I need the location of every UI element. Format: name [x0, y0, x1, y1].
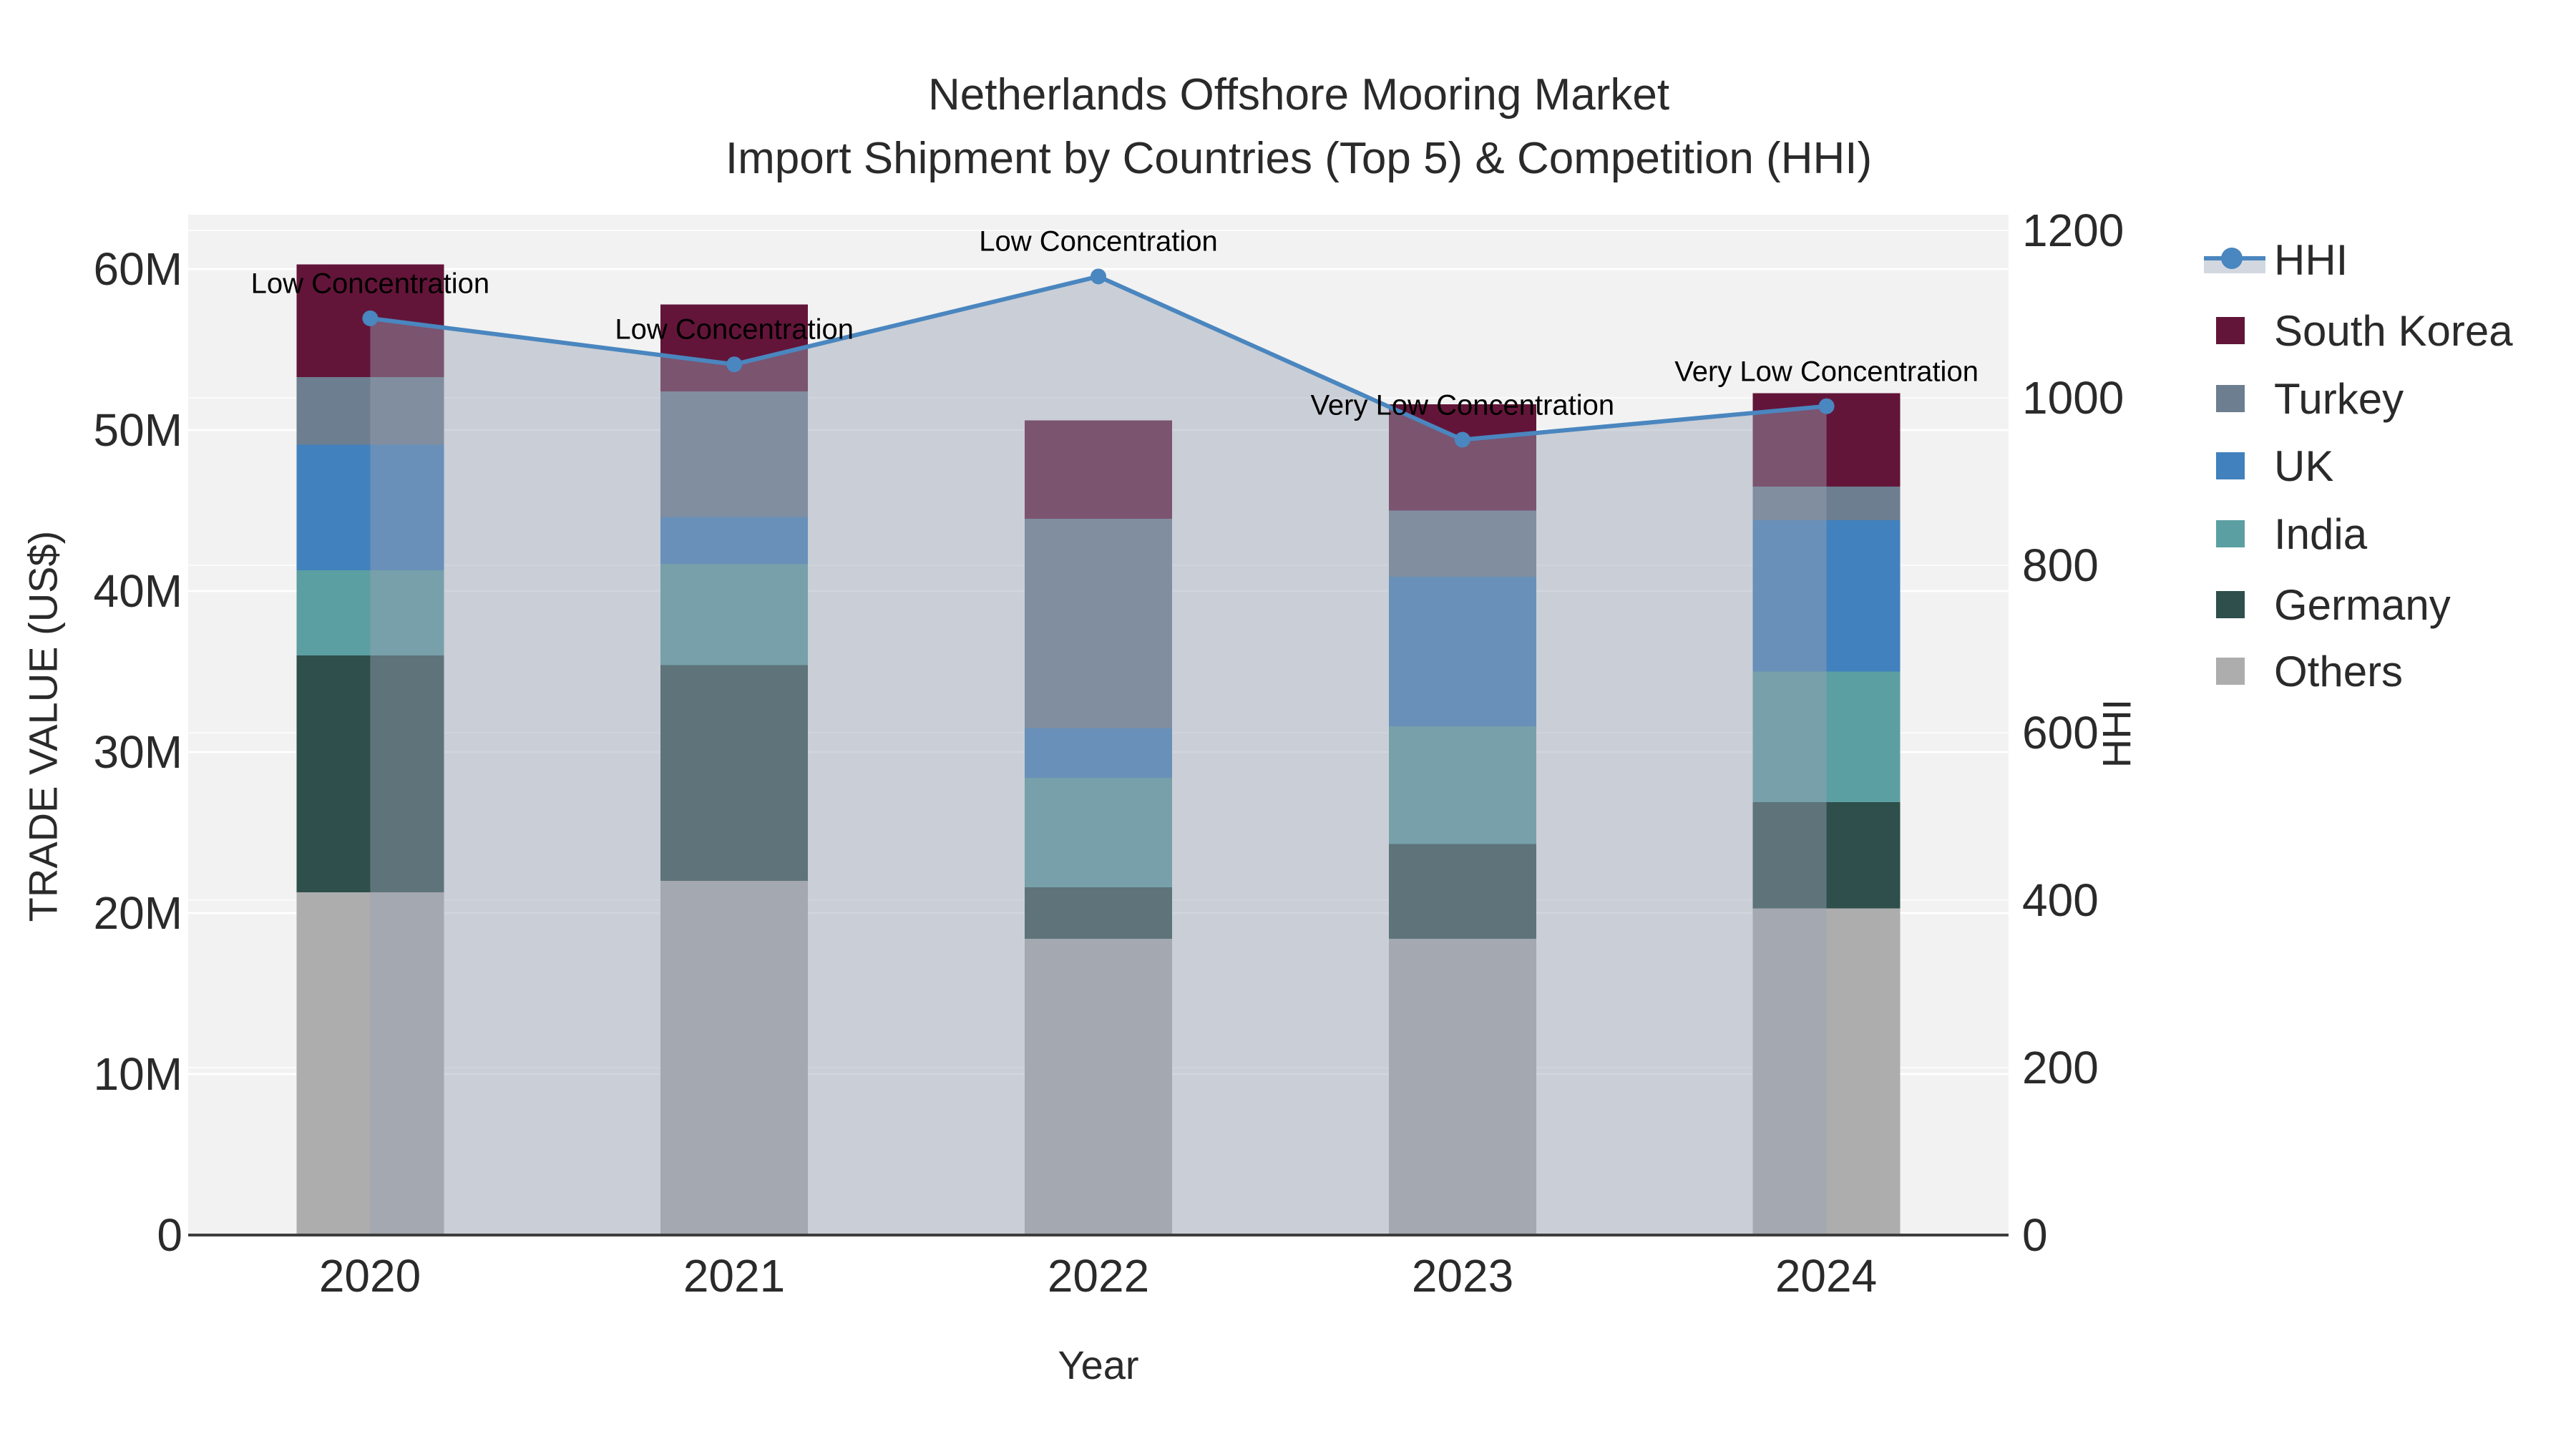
right-axis-tick-1000: 1000 [2022, 372, 2124, 424]
x-axis-title: Year [1058, 1342, 1139, 1387]
india-swatch-icon [2216, 520, 2245, 547]
legend-item-south-korea[interactable]: South Korea [2204, 307, 2513, 355]
x-axis-tick-2021: 2021 [683, 1250, 786, 1302]
annotation-2020: Low Concentration [250, 268, 490, 300]
bar-segment-2023-germany [1388, 844, 1536, 939]
bar-segment-2022-uk [1025, 728, 1172, 778]
bar-segment-2024-others [1752, 908, 1901, 1235]
bar-segment-2020-turkey [296, 376, 444, 445]
left-axis-tick-20m: 20M [93, 887, 183, 939]
legend-label-india: India [2274, 509, 2368, 558]
bar-segment-2022-turkey [1025, 518, 1172, 728]
bar-segment-2023-uk [1388, 576, 1536, 726]
x-axis-tick-2024: 2024 [1775, 1250, 1878, 1302]
annotation-2021: Low Concentration [615, 313, 854, 346]
bar-segment-2021-south-korea [660, 304, 809, 391]
left-axis-tick-0: 0 [157, 1209, 182, 1261]
bar-segment-2021-germany [660, 665, 809, 881]
legend-item-uk[interactable]: UK [2204, 442, 2333, 490]
annotation-2023: Very Low Concentration [1310, 389, 1615, 421]
bar-segment-2021-others [660, 881, 809, 1235]
x-axis-tick-2022: 2022 [1047, 1250, 1150, 1302]
left-axis-tick-60m: 60M [93, 243, 183, 295]
uk-swatch-icon [2216, 452, 2245, 479]
legend-label-turkey: Turkey [2274, 374, 2404, 423]
annotation-2022: Low Concentration [979, 225, 1218, 258]
bar-segment-2024-uk [1752, 520, 1901, 672]
chart-title-line2: Import Shipment by Countries (Top 5) & C… [725, 134, 1873, 183]
bar-segment-2023-india [1388, 726, 1536, 844]
left-axis-tick-10m: 10M [93, 1048, 183, 1100]
bar-segment-2022-south-korea [1025, 420, 1172, 519]
chart-title-line1: Netherlands Offshore Mooring Market [927, 70, 1670, 119]
legend-label-uk: UK [2274, 441, 2334, 490]
hhi-point-2020 [362, 310, 379, 326]
turkey-swatch-icon [2216, 385, 2245, 412]
bar-segment-2023-south-korea [1388, 404, 1536, 511]
right-axis-tick-800: 800 [2022, 540, 2099, 591]
hhi-point-2021 [726, 356, 743, 373]
left-axis-tick-50m: 50M [93, 404, 183, 456]
bar-segment-2021-india [660, 563, 809, 665]
bar-segment-2024-india [1752, 671, 1901, 802]
hhi-marker-dot [2221, 248, 2243, 269]
hhi-point-2022 [1091, 268, 1106, 285]
right-axis-title: HHI [2094, 698, 2140, 769]
legend-item-india[interactable]: India [2204, 510, 2367, 558]
bar-segment-2020-germany [296, 655, 444, 892]
bar-segment-2020-others [296, 892, 444, 1235]
bar-segment-2024-germany [1752, 801, 1901, 909]
bar-segment-2022-others [1025, 939, 1172, 1235]
germany-swatch-icon [2216, 591, 2245, 618]
bar-segment-2020-india [296, 570, 444, 655]
legend-item-germany[interactable]: Germany [2204, 581, 2451, 629]
hhi-line-swatch-icon [2204, 243, 2274, 276]
bar-segment-2023-others [1388, 939, 1536, 1235]
bar-segment-2022-india [1025, 778, 1172, 887]
others-swatch-icon [2216, 658, 2245, 685]
annotation-2024: Very Low Concentration [1674, 356, 1979, 388]
bar-segment-2024-turkey [1752, 486, 1901, 520]
right-axis-tick-0: 0 [2022, 1209, 2048, 1261]
legend-item-others[interactable]: Others [2204, 647, 2404, 696]
right-axis-tick-200: 200 [2022, 1042, 2099, 1093]
bar-segment-2021-uk [660, 517, 809, 564]
legend-label-others: Others [2274, 647, 2404, 696]
legend-item-turkey[interactable]: Turkey [2204, 375, 2404, 423]
x-axis-tick-2020: 2020 [318, 1250, 421, 1302]
legend-item-hhi[interactable]: HHI [2204, 236, 2348, 284]
right-axis-tick-400: 400 [2022, 874, 2099, 926]
bar-segment-2022-germany [1025, 887, 1172, 939]
hhi-area-fill [370, 276, 1827, 1236]
right-axis-tick-1200: 1200 [2022, 205, 2124, 256]
legend-label-hhi: HHI [2274, 235, 2348, 284]
hhi-point-2023 [1454, 431, 1470, 448]
left-axis-tick-40m: 40M [93, 565, 183, 617]
bar-segment-2023-turkey [1388, 510, 1536, 577]
bar-segment-2020-uk [296, 444, 444, 570]
left-axis-title: TRADE VALUE (US$) [20, 530, 66, 922]
x-axis-tick-2023: 2023 [1411, 1250, 1514, 1302]
legend-label-germany: Germany [2274, 580, 2451, 629]
right-axis-tick-600: 600 [2022, 707, 2099, 758]
hhi-point-2024 [1818, 398, 1835, 414]
south-korea-swatch-icon [2216, 317, 2245, 344]
legend-label-south-korea: South Korea [2274, 306, 2513, 355]
bar-segment-2021-turkey [660, 391, 809, 517]
left-axis-tick-30m: 30M [93, 726, 183, 778]
